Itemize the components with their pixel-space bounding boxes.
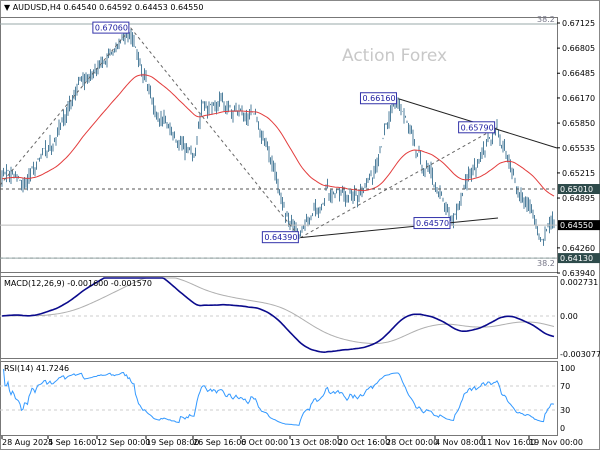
macd-tick-label: 0.00 bbox=[560, 312, 578, 321]
y-tick-label: 0.66485 bbox=[562, 69, 595, 78]
macd-tick-label: 0.002731 bbox=[560, 278, 598, 287]
x-tick-label: 28 Aug 2025 bbox=[2, 438, 53, 447]
moving-average-line bbox=[1, 74, 555, 197]
watermark: Action Forex bbox=[342, 46, 448, 66]
y-tick-label: 0.66805 bbox=[562, 44, 595, 53]
price-label: 0.65790 bbox=[461, 123, 494, 132]
level-label: 0.64550 bbox=[560, 221, 593, 230]
level-label: 0.65010 bbox=[560, 185, 593, 194]
y-tick-label: 0.64260 bbox=[562, 244, 595, 253]
level-label-bg bbox=[558, 253, 600, 264]
dropdown-arrow-icon[interactable]: ▼ bbox=[4, 3, 11, 12]
price-label-box bbox=[359, 92, 397, 105]
level-label-bg bbox=[558, 184, 600, 195]
macd-tick-label: -0.003077 bbox=[560, 350, 600, 359]
y-tick-label: 0.65850 bbox=[562, 119, 595, 128]
level-label: 0.64130 bbox=[560, 254, 593, 263]
price-label-box bbox=[413, 217, 451, 230]
fib-trendline bbox=[0, 27, 301, 238]
rsi-tick-label: 100 bbox=[560, 364, 575, 373]
y-tick-label: 0.67125 bbox=[562, 19, 595, 28]
price-panel bbox=[0, 17, 558, 273]
dashed-trendline bbox=[300, 127, 497, 239]
y-tick-label: 0.65535 bbox=[562, 144, 595, 153]
x-tick-label: 26 Sep 16:00 bbox=[193, 438, 246, 447]
macd-title: MACD(12,26,9) -0.001600 -0.001570 bbox=[4, 279, 152, 288]
x-tick-label: 6 Oct 00:00 bbox=[241, 438, 288, 447]
macd-line bbox=[1, 277, 555, 353]
price-label-box bbox=[92, 21, 130, 34]
x-tick-label: 19 Nov 00:00 bbox=[529, 438, 583, 447]
lower-trendline bbox=[300, 217, 499, 239]
x-tick-label: 12 Sep 00:00 bbox=[97, 438, 150, 447]
price-label-box bbox=[458, 121, 496, 134]
macd-signal-line bbox=[1, 277, 555, 344]
rsi-tick-label: 0 bbox=[560, 424, 565, 433]
chart-header: ▼ AUDUSD,H4 0.64540 0.64592 0.64453 0.64… bbox=[4, 3, 203, 12]
rsi-title: RSI(14) 41.7246 bbox=[4, 364, 70, 373]
rsi-tick-label: 70 bbox=[560, 382, 570, 391]
fib-label: 38.2 bbox=[537, 15, 555, 24]
x-tick-label: 20 Oct 16:00 bbox=[338, 438, 390, 447]
fib-label: 38.2 bbox=[537, 259, 555, 268]
y-tick-label: 0.65215 bbox=[562, 169, 595, 178]
y-tick-label: 0.63940 bbox=[562, 269, 595, 278]
y-tick-label: 0.64895 bbox=[562, 194, 595, 203]
x-tick-label: 11 Nov 16:00 bbox=[482, 438, 536, 447]
price-label: 0.66160 bbox=[362, 94, 395, 103]
price-label-box bbox=[261, 231, 299, 244]
x-tick-label: 4 Nov 08:00 bbox=[435, 438, 484, 447]
x-tick-label: 28 Oct 00:00 bbox=[386, 438, 438, 447]
x-tick-label: 13 Oct 08:00 bbox=[290, 438, 342, 447]
price-label: 0.64570 bbox=[416, 219, 449, 228]
rsi-panel bbox=[0, 361, 558, 436]
y-tick-label: 0.66170 bbox=[562, 94, 595, 103]
x-tick-label: 19 Sep 08:00 bbox=[146, 438, 199, 447]
rsi-tick-label: 30 bbox=[560, 406, 570, 415]
level-label-bg bbox=[558, 220, 600, 231]
price-label: 0.64390 bbox=[264, 233, 297, 242]
price-label: 0.67060 bbox=[95, 24, 128, 33]
rsi-line bbox=[3, 368, 555, 426]
macd-panel bbox=[0, 276, 558, 359]
ohlc-values: 0.64540 0.64592 0.64453 0.64550 bbox=[63, 3, 204, 12]
x-tick-label: 4 Sep 16:00 bbox=[48, 438, 96, 447]
symbol-label: AUDUSD,H4 bbox=[12, 3, 61, 12]
